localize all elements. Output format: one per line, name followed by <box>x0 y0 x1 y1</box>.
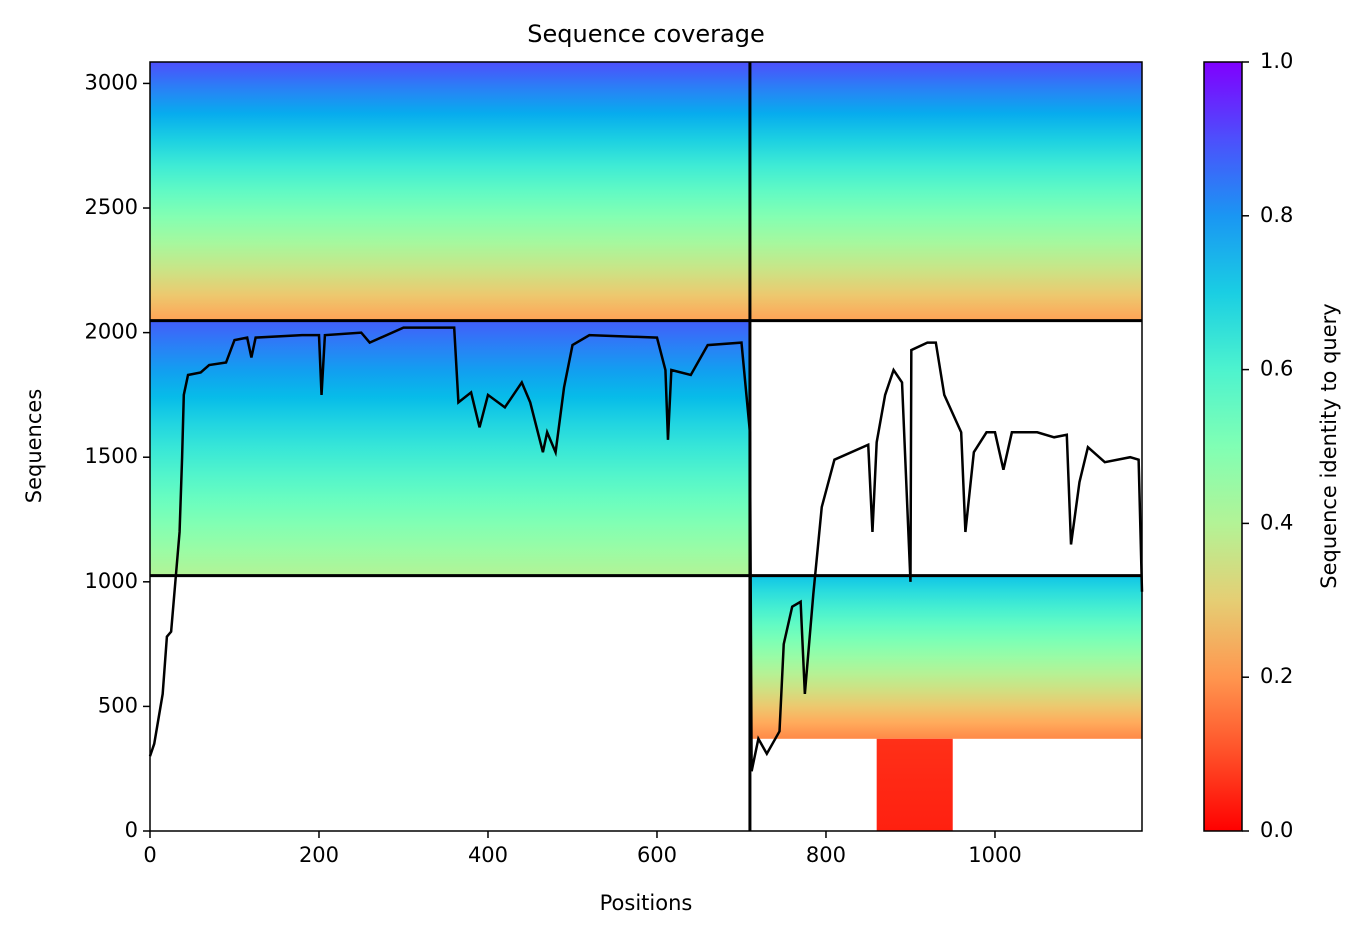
colorbar-tick-label: 0.2 <box>1260 664 1293 688</box>
x-tick-label: 1000 <box>968 843 1021 867</box>
y-tick-label: 2000 <box>85 320 138 344</box>
colorbar-tick-label: 0.4 <box>1260 510 1293 534</box>
colorbar-tick-label: 0.8 <box>1260 203 1293 227</box>
x-tick-label: 400 <box>468 843 508 867</box>
coverage-block <box>150 62 750 321</box>
x-tick-label: 800 <box>806 843 846 867</box>
chart-title: Sequence coverage <box>527 20 764 48</box>
y-tick-label: 1000 <box>85 569 138 593</box>
coverage-line <box>148 326 1144 772</box>
coverage-block <box>749 575 1142 739</box>
plot-frame <box>149 61 1143 832</box>
y-tick-label: 2500 <box>85 195 138 219</box>
coverage-block <box>749 62 1142 321</box>
coverage-block <box>876 738 953 831</box>
x-tick-label: 600 <box>637 843 677 867</box>
colorbar-tick-label: 0.0 <box>1260 818 1293 842</box>
x-tick-label: 0 <box>143 843 156 867</box>
y-tick-label: 500 <box>98 693 138 717</box>
x-tick-label: 200 <box>299 843 339 867</box>
y-axis-label: Sequences <box>22 389 46 504</box>
colorbar <box>1203 61 1243 832</box>
colorbar-label: Sequence identity to query <box>1317 303 1341 588</box>
y-tick-label: 0 <box>125 818 138 842</box>
x-axis-label: Positions <box>600 891 693 915</box>
colorbar-tick-label: 0.6 <box>1260 357 1293 381</box>
coverage-block <box>150 320 750 576</box>
colorbar-tick-label: 1.0 <box>1260 49 1293 73</box>
y-tick-label: 3000 <box>85 70 138 94</box>
y-tick-label: 1500 <box>85 444 138 468</box>
